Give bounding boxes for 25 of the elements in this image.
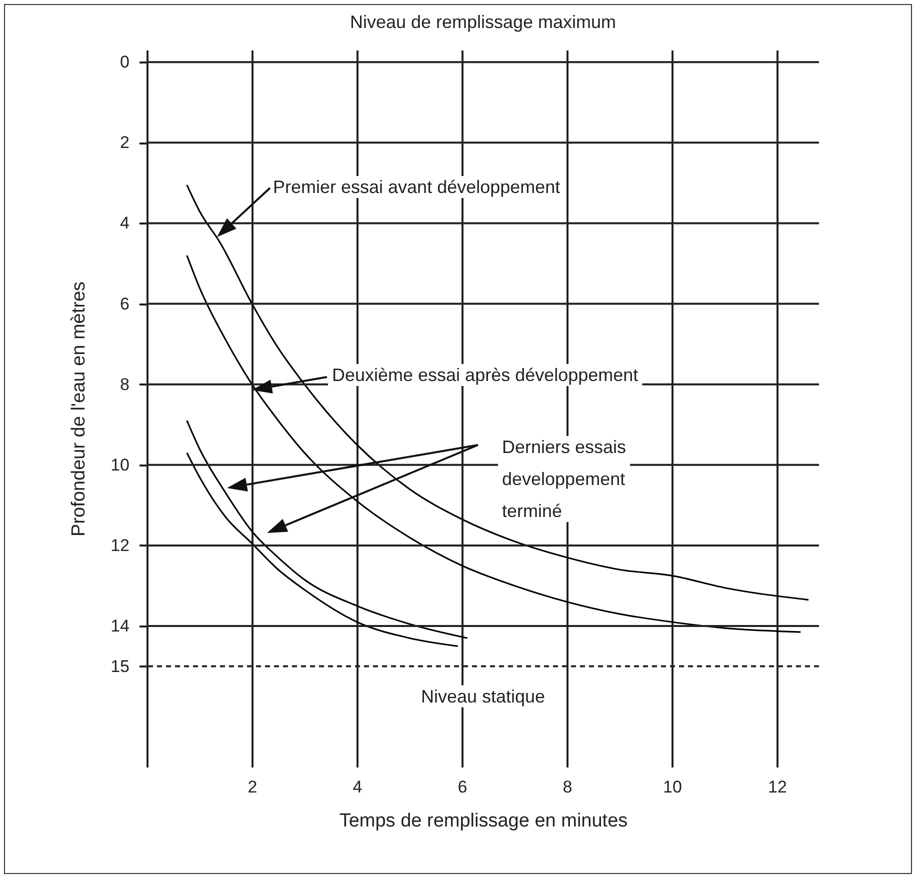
annotation: Derniers essais developpement terminé: [502, 437, 626, 521]
y-tick-label: 6: [120, 294, 130, 314]
line-series: [186, 254, 802, 633]
annotation: Deuxième essai après développement: [332, 365, 638, 385]
y-tick-label: 0: [120, 52, 130, 72]
line-series: [186, 420, 468, 639]
y-tick-label: 10: [110, 455, 130, 474]
x-tick-label: 10: [663, 778, 682, 796]
y-tick-label: 15: [110, 656, 130, 676]
x-tick-label: 4: [352, 778, 362, 796]
x-tick-label: 12: [768, 778, 787, 796]
y-tick-label: 2: [120, 133, 130, 152]
annotation: Premier essai avant développement: [273, 177, 560, 197]
y-tick-label: 8: [120, 374, 130, 394]
line-series: [186, 452, 459, 647]
x-tick-label: 2: [248, 778, 258, 796]
y-axis-title: Profondeur de l'eau en mètres: [68, 281, 90, 537]
y-tick-label: 12: [110, 536, 130, 555]
y-tick-label: 14: [110, 616, 130, 636]
x-tick-label: 8: [562, 778, 572, 796]
x-axis-title: Temps de remplissage en minutes: [339, 810, 628, 832]
chart-title: Niveau de remplissage maximum: [350, 12, 616, 32]
y-tick-label: 4: [120, 214, 130, 233]
ref-line-label: Niveau statique: [420, 686, 546, 706]
x-tick-label: 6: [458, 778, 468, 796]
